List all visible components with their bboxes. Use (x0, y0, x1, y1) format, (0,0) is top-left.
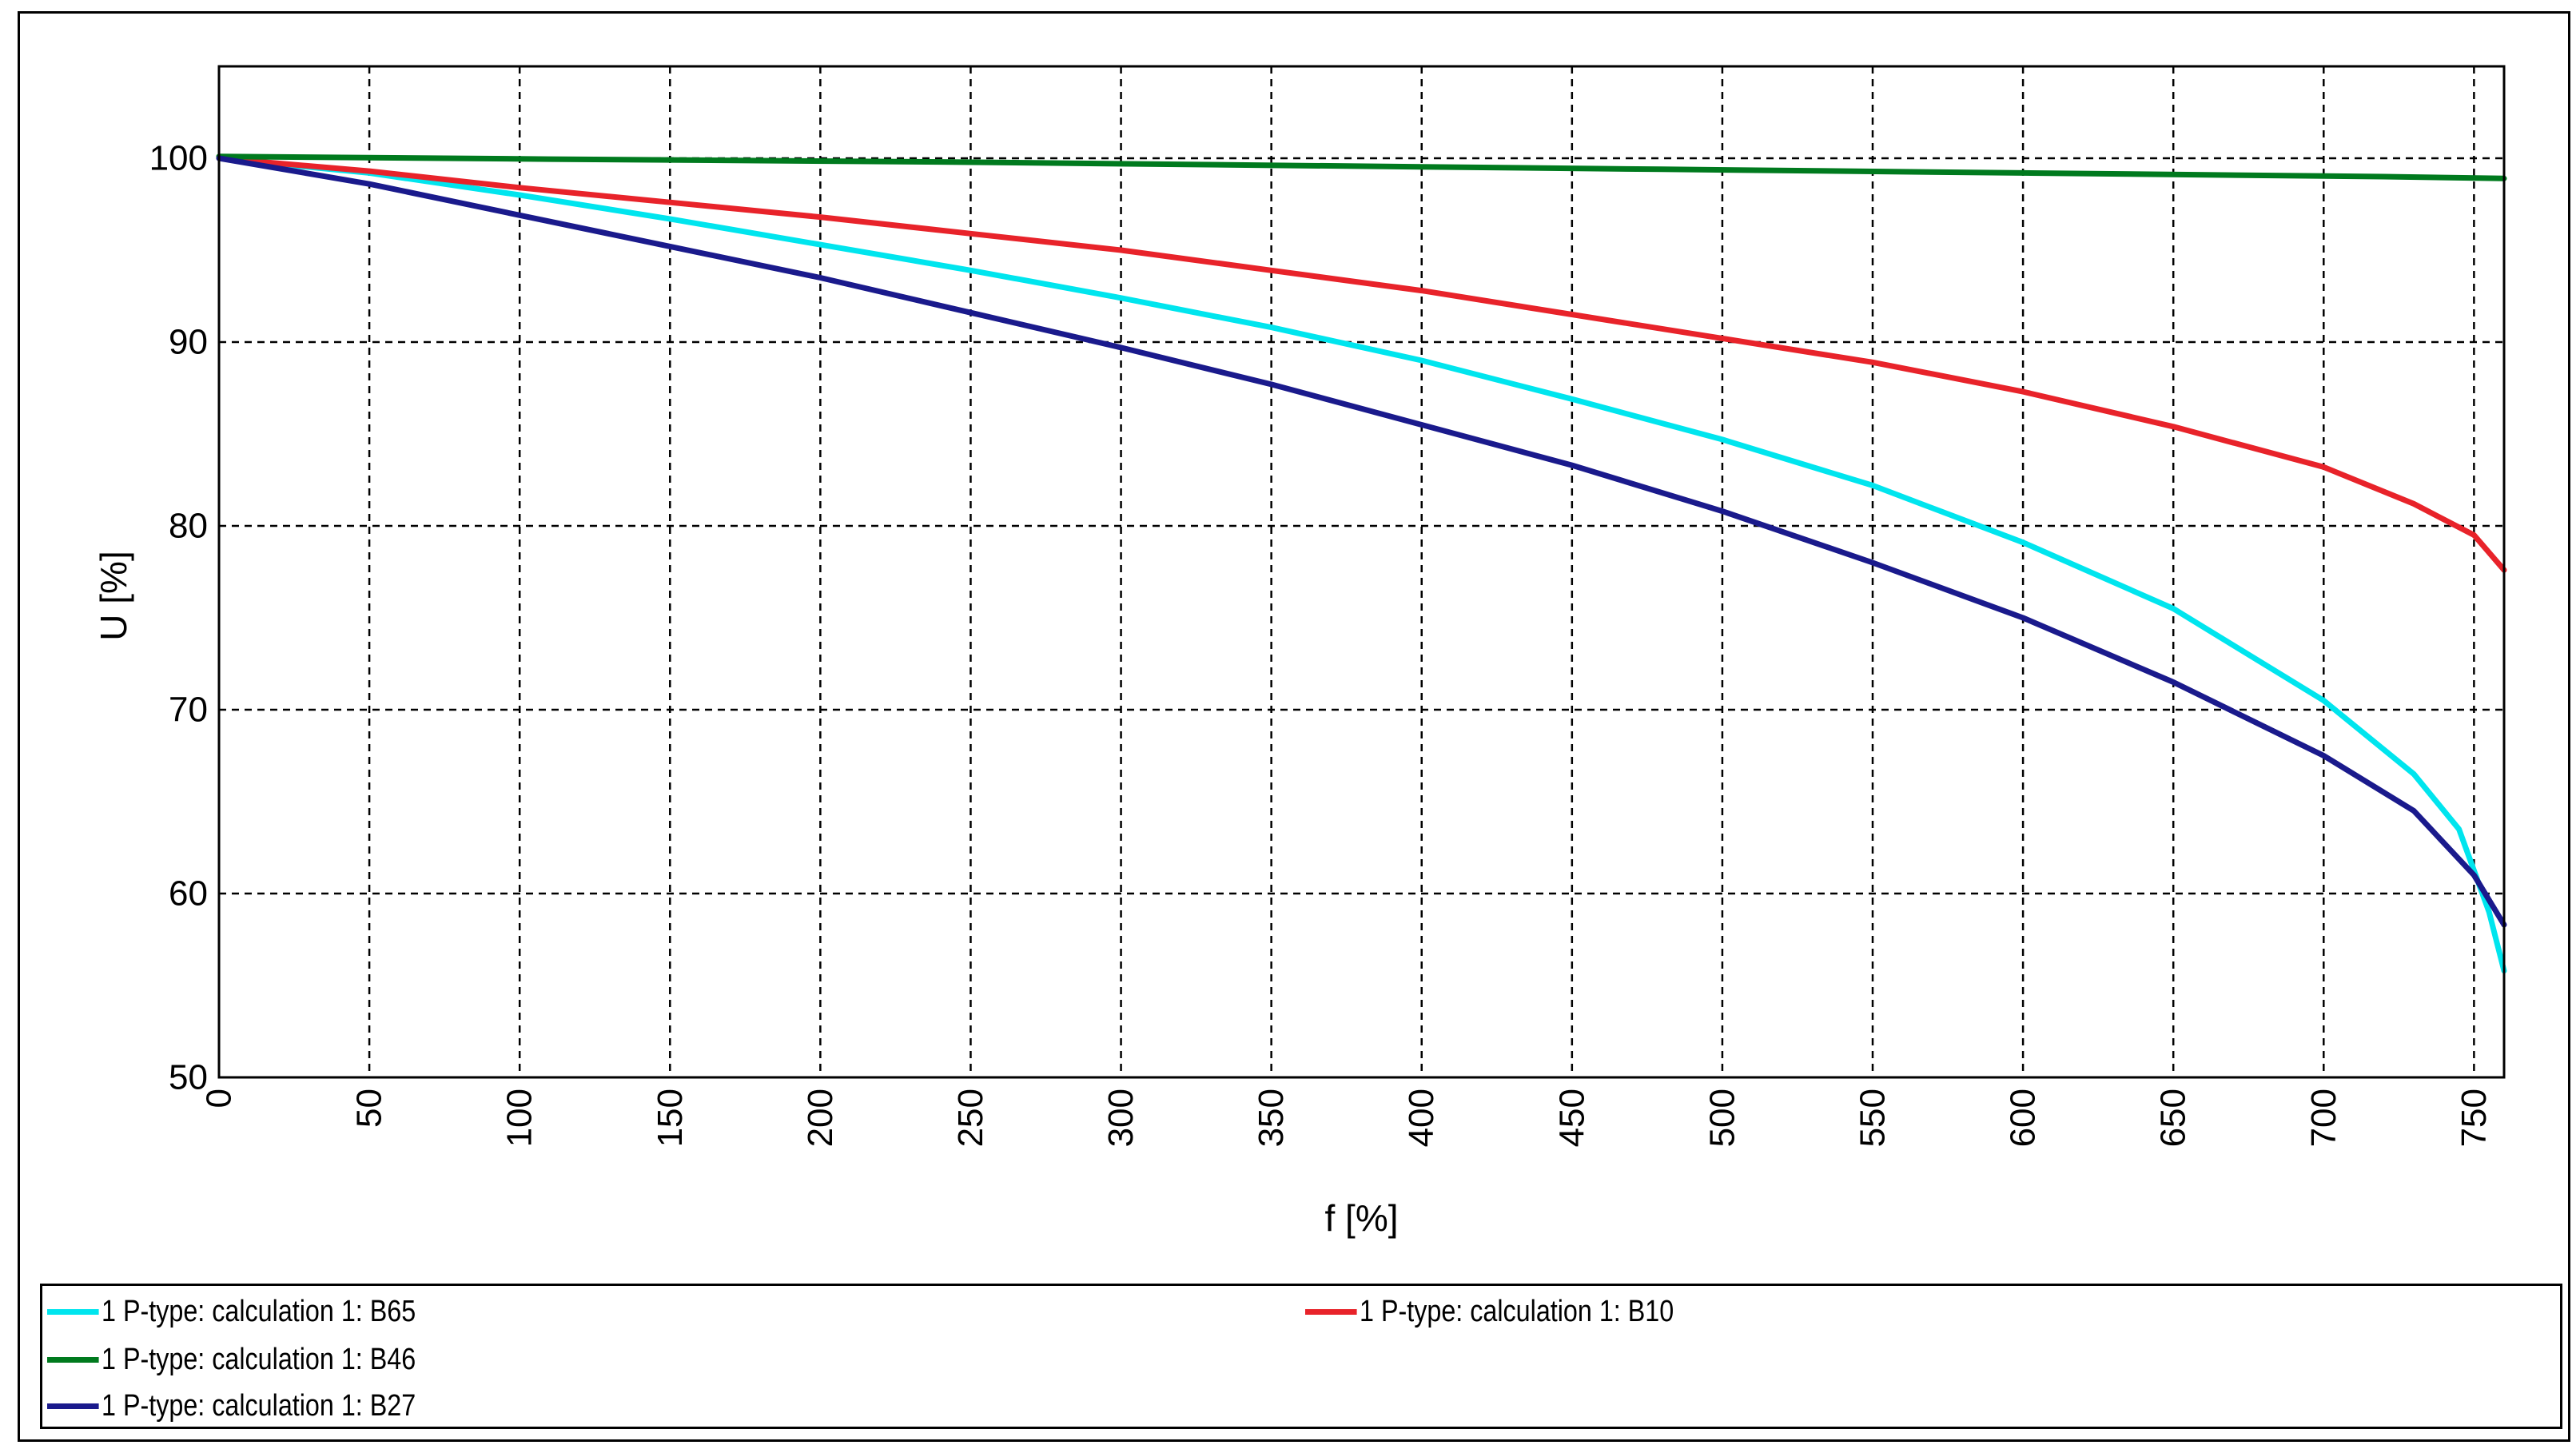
x-tick-label: 0 (200, 1089, 239, 1108)
legend-item-b27: 1 P-type: calculation 1: B27 (47, 1383, 416, 1428)
x-tick-label: 550 (1853, 1089, 1893, 1147)
legend-swatch-b10 (1305, 1308, 1357, 1315)
x-tick-label: 300 (1101, 1089, 1141, 1147)
legend-swatch-b65 (47, 1308, 99, 1315)
legend: 1 P-type: calculation 1: B65 1 P-type: c… (40, 1284, 2562, 1429)
legend-item-b10: 1 P-type: calculation 1: B10 (1305, 1289, 1674, 1334)
plot-border (217, 65, 2506, 1079)
chart-window (18, 11, 2570, 1442)
series-line-b65 (216, 155, 2507, 974)
x-tick-label: 650 (2154, 1089, 2193, 1147)
y-tick-label: 90 (169, 323, 208, 362)
x-tick-label: 100 (500, 1089, 539, 1147)
x-tick-label: 700 (2304, 1089, 2343, 1147)
x-axis-label: f [%] (1324, 1197, 1398, 1239)
legend-label-b10: 1 P-type: calculation 1: B10 (1360, 1294, 1674, 1328)
x-tick-label: 750 (2455, 1089, 2494, 1147)
legend-swatch-b27 (47, 1403, 99, 1409)
series-line-b27 (216, 155, 2507, 928)
series-layer (216, 153, 2507, 974)
legend-item-b65: 1 P-type: calculation 1: B65 (47, 1289, 416, 1334)
legend-swatch-b46 (47, 1356, 99, 1363)
y-axis-label: U [%] (93, 551, 134, 640)
legend-label-b65: 1 P-type: calculation 1: B65 (102, 1294, 416, 1328)
x-tick-label: 350 (1252, 1089, 1291, 1147)
x-tick-label: 500 (1702, 1089, 1742, 1147)
y-tick-label: 50 (169, 1058, 208, 1097)
tick-labels: 0 50 100 150 200 250 300 350 400 450 500 550 600 650 7… (149, 139, 2494, 1148)
grid (219, 66, 2504, 1077)
y-tick-label: 80 (169, 507, 208, 546)
legend-label-b46: 1 P-type: calculation 1: B46 (102, 1342, 416, 1376)
x-tick-label: 600 (2004, 1089, 2043, 1147)
legend-label-b27: 1 P-type: calculation 1: B27 (102, 1388, 416, 1423)
x-tick-label: 150 (651, 1089, 690, 1147)
series-line-b10 (216, 155, 2507, 573)
x-tick-label: 50 (350, 1089, 389, 1128)
y-tick-label: 70 (169, 691, 208, 730)
x-tick-label: 400 (1402, 1089, 1441, 1147)
series-line-b46 (216, 153, 2507, 181)
x-tick-label: 200 (801, 1089, 840, 1147)
y-tick-label: 60 (169, 874, 208, 914)
y-tick-label: 100 (149, 139, 208, 178)
legend-item-b46: 1 P-type: calculation 1: B46 (47, 1337, 416, 1382)
x-tick-label: 250 (951, 1089, 990, 1147)
x-tick-label: 450 (1552, 1089, 1591, 1147)
